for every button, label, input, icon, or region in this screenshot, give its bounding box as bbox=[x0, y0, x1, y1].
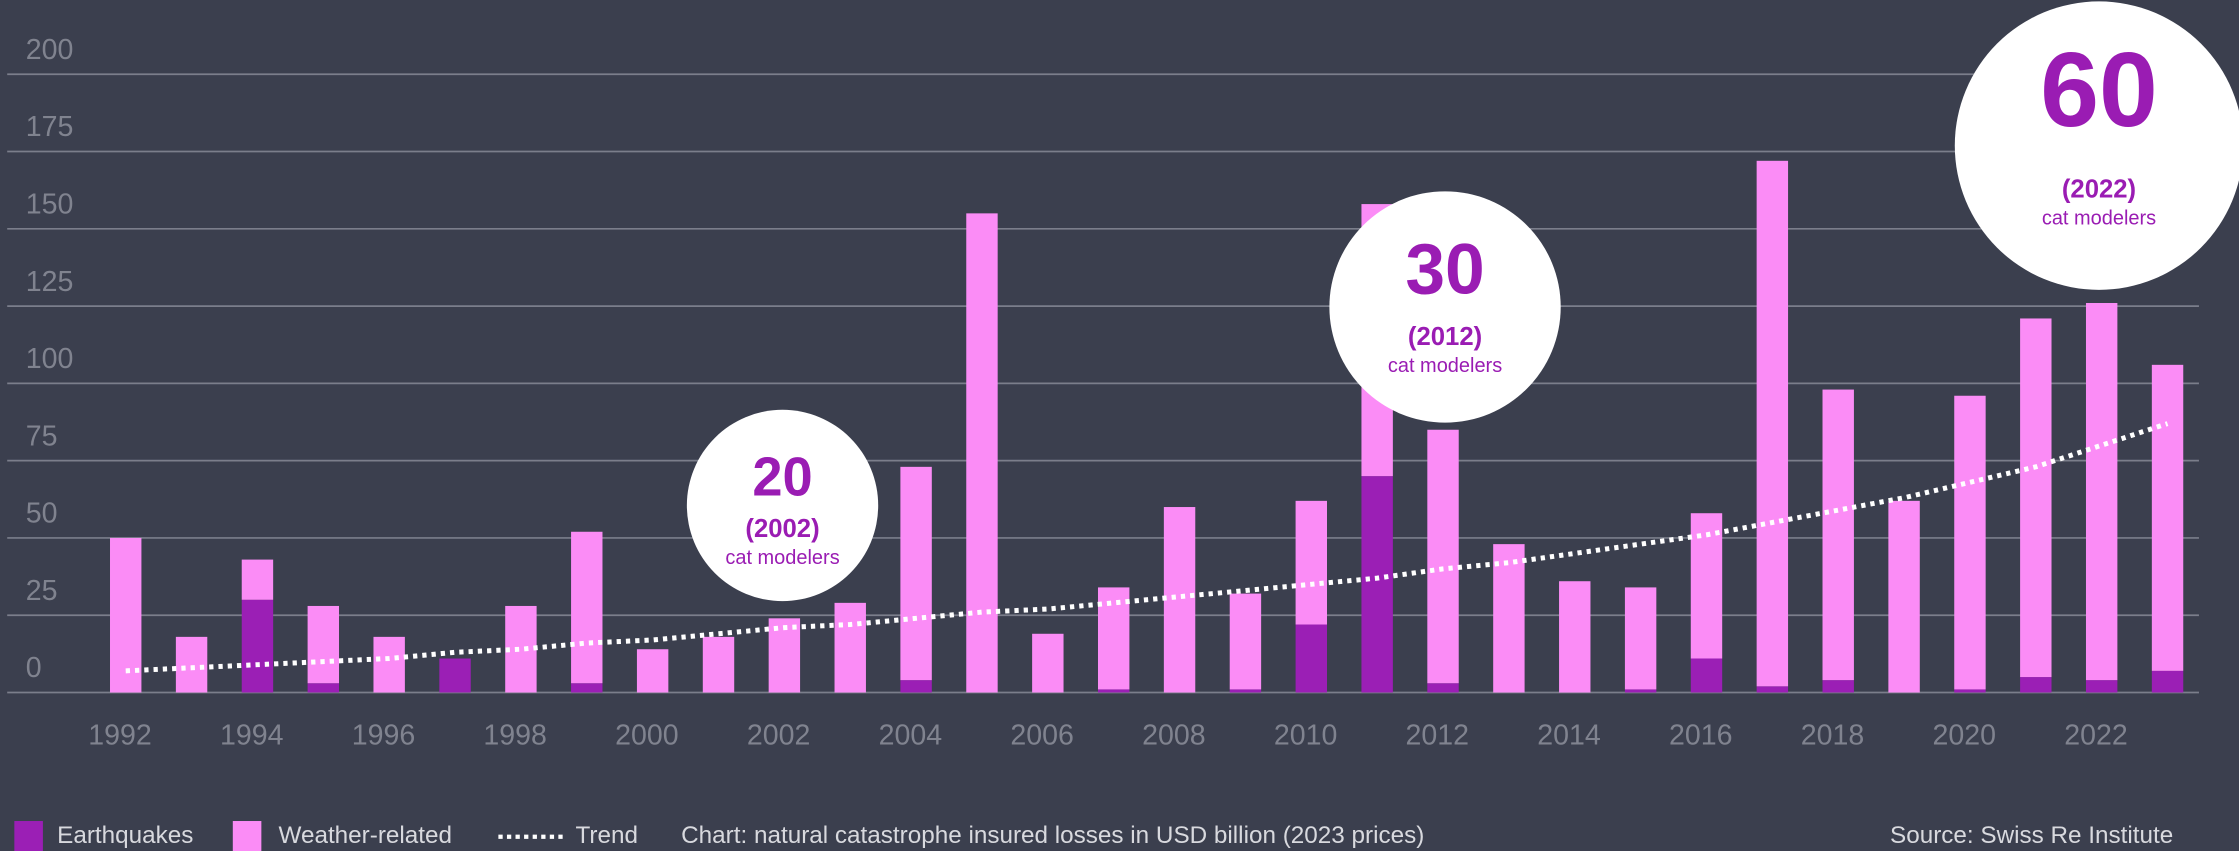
legend-swatch bbox=[232, 821, 262, 851]
bar-segment bbox=[900, 466, 932, 681]
bar-segment bbox=[241, 599, 274, 693]
bar-segment bbox=[1097, 587, 1130, 690]
bar-segment bbox=[834, 602, 866, 693]
bar-segment bbox=[768, 618, 801, 693]
x-tick-label: 2018 bbox=[1801, 719, 1865, 751]
bar-segment bbox=[2085, 303, 2118, 681]
y-tick-label: 25 bbox=[26, 575, 58, 607]
y-tick-label: 175 bbox=[26, 111, 74, 143]
bar-segment bbox=[900, 680, 932, 693]
bar-segment bbox=[1427, 683, 1459, 693]
bar-segment bbox=[1624, 689, 1657, 693]
bar-segment bbox=[2085, 680, 2118, 693]
bar-segment bbox=[966, 213, 998, 693]
bar-segment bbox=[2151, 364, 2184, 671]
bar-segment bbox=[1559, 581, 1591, 693]
x-tick-label: 2002 bbox=[747, 719, 811, 751]
bar-segment bbox=[1493, 544, 1525, 693]
bar-segment bbox=[1229, 689, 1262, 693]
bar-segment bbox=[2020, 677, 2052, 693]
bar-segment bbox=[1427, 429, 1459, 684]
bar-segment bbox=[1888, 500, 1920, 693]
bar-segment bbox=[1822, 680, 1854, 693]
bar-segment bbox=[571, 531, 603, 684]
y-tick-label: 75 bbox=[26, 420, 58, 452]
caption: Chart: natural catastrophe insured losse… bbox=[681, 822, 1424, 849]
x-tick-label: 1992 bbox=[88, 719, 152, 751]
bar-segment bbox=[1756, 686, 1789, 693]
legend-swatch bbox=[14, 821, 43, 851]
bar-segment bbox=[1229, 593, 1262, 690]
bar-segment bbox=[1361, 476, 1393, 693]
bar-segment bbox=[1097, 689, 1130, 693]
y-tick-label: 150 bbox=[26, 189, 74, 221]
bar-segment bbox=[1756, 160, 1789, 687]
legend-label: Weather-related bbox=[278, 822, 452, 849]
bar-segment bbox=[1163, 507, 1196, 693]
bar-segment bbox=[1032, 633, 1064, 693]
annotation-circle bbox=[1329, 191, 1561, 423]
bar-segment bbox=[241, 559, 274, 600]
bar-segment bbox=[1624, 587, 1657, 690]
x-tick-label: 2008 bbox=[1142, 719, 1206, 751]
annotation-value: 30 bbox=[1405, 230, 1484, 310]
x-tick-label: 2020 bbox=[1932, 719, 1996, 751]
x-tick-label: 1994 bbox=[220, 719, 284, 751]
annotation-circle bbox=[686, 409, 879, 602]
y-tick-label: 200 bbox=[26, 34, 74, 66]
bar-segment bbox=[2151, 670, 2184, 693]
y-tick-label: 50 bbox=[26, 498, 58, 530]
x-tick-label: 2014 bbox=[1537, 719, 1601, 751]
annotation-circle bbox=[1954, 1, 2239, 290]
y-tick-label: 100 bbox=[26, 343, 74, 375]
source: Source: Swiss Re Institute bbox=[1890, 822, 2173, 849]
annotation-year: (2002) bbox=[745, 515, 819, 543]
trend-line bbox=[125, 421, 2169, 674]
bar-segment bbox=[1954, 395, 1986, 690]
bar-segment bbox=[2020, 318, 2052, 678]
bar-segment bbox=[702, 636, 735, 693]
bar-segment bbox=[373, 636, 405, 693]
legend-label: Earthquakes bbox=[57, 822, 193, 849]
annotation-year: (2012) bbox=[1408, 323, 1482, 351]
x-tick-label: 2012 bbox=[1406, 719, 1470, 751]
annotation-value: 60 bbox=[2040, 31, 2158, 149]
x-tick-label: 2006 bbox=[1010, 719, 1074, 751]
bar-segment bbox=[505, 605, 537, 693]
bar-segment bbox=[1822, 389, 1854, 681]
annotation-note: cat modelers bbox=[2042, 208, 2156, 230]
annotation-note: cat modelers bbox=[725, 547, 839, 569]
bar-segment bbox=[307, 683, 340, 693]
x-tick-label: 2022 bbox=[2064, 719, 2128, 751]
bar-segment bbox=[1690, 658, 1723, 693]
bar-segment bbox=[110, 537, 142, 693]
x-tick-label: 1998 bbox=[483, 719, 547, 751]
annotation-note: cat modelers bbox=[1388, 355, 1502, 377]
x-tick-label: 2004 bbox=[879, 719, 943, 751]
bar-segment bbox=[1295, 500, 1327, 625]
y-tick-label: 0 bbox=[26, 652, 42, 684]
x-tick-label: 2000 bbox=[615, 719, 679, 751]
x-tick-label: 2016 bbox=[1669, 719, 1733, 751]
x-tick-label: 2010 bbox=[1274, 719, 1338, 751]
bar-segment bbox=[439, 658, 471, 693]
annotation-value: 20 bbox=[752, 447, 812, 507]
bar-segment bbox=[1295, 624, 1327, 693]
bar-segment bbox=[1954, 689, 1986, 693]
legend-label: Trend bbox=[575, 822, 638, 849]
bar-segment bbox=[307, 605, 340, 684]
bar-segment bbox=[636, 649, 669, 693]
x-tick-label: 1996 bbox=[352, 719, 416, 751]
annotation-year: (2022) bbox=[2062, 176, 2136, 204]
bar-segment bbox=[1690, 513, 1723, 659]
bar-segment bbox=[175, 636, 208, 693]
y-tick-label: 125 bbox=[26, 266, 74, 298]
bar-segment bbox=[571, 683, 603, 693]
